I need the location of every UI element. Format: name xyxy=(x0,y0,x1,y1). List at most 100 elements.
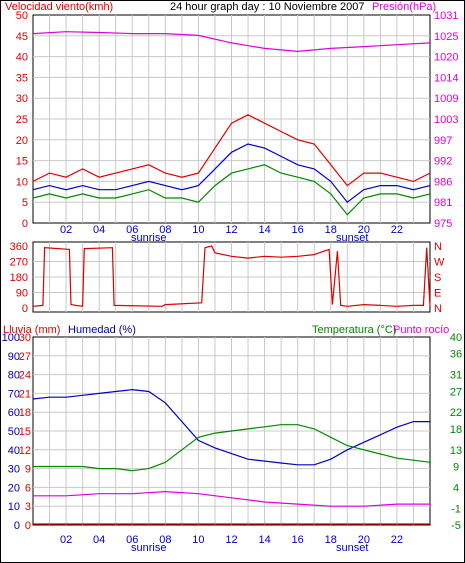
hour-tick-label: 16 xyxy=(292,224,304,236)
rain-tick-label: 6 xyxy=(25,482,31,494)
hour-tick-label: 22 xyxy=(391,534,403,546)
pressure-tick-label: 981 xyxy=(434,197,452,209)
rain-tick-label: 0 xyxy=(25,520,31,532)
wind-speed-tick-label: 10 xyxy=(16,176,28,188)
hour-tick-label: 10 xyxy=(192,534,204,546)
hour-tick-label: 08 xyxy=(159,224,171,236)
temperature-tick-label: 13 xyxy=(450,445,462,457)
wind-speed-axis: 0 5 10 15 20 25 30 35 40 45 50 xyxy=(16,10,28,230)
pressure-tick-label: 1009 xyxy=(434,93,458,105)
series-line xyxy=(32,388,430,466)
hour-tick-label: 12 xyxy=(225,534,237,546)
sunrise-label-lower: sunrise xyxy=(131,542,166,554)
direction-degree-tick-label: 180 xyxy=(10,272,28,284)
wind-pressure-panel: 0 5 10 15 20 25 30 35 40 45 50 975 981 986 992 997 1003… xyxy=(5,1,458,244)
wind-speed-tick-label: 35 xyxy=(16,72,28,84)
pressure-tick-label: 1025 xyxy=(434,31,458,43)
humidity-tick-label: 40 xyxy=(8,445,20,457)
series-line xyxy=(32,143,431,204)
direction-panel-grid xyxy=(33,242,430,312)
wind-speed-tick-label: 30 xyxy=(16,93,28,105)
direction-degree-tick-label: 270 xyxy=(10,257,28,269)
hour-tick-label: 12 xyxy=(225,224,237,236)
rain-tick-label: 12 xyxy=(19,445,31,457)
direction-degree-tick-label: 90 xyxy=(16,288,28,300)
direction-compass-tick-label: E xyxy=(434,288,441,300)
hour-tick-label: 04 xyxy=(93,224,105,236)
rain-tick-label: 27 xyxy=(19,351,31,363)
temperature-tick-label: 36 xyxy=(450,349,462,361)
rain-tick-label: 15 xyxy=(19,426,31,438)
direction-compass-tick-label: S xyxy=(434,272,441,284)
pressure-tick-label: 1014 xyxy=(434,72,458,84)
rain-tick-label: 21 xyxy=(19,388,31,400)
pressure-tick-label: 1020 xyxy=(434,52,458,64)
humidity-tick-label: 70 xyxy=(8,388,20,400)
hour-tick-label: 04 xyxy=(93,534,105,546)
temperature-tick-label: 22 xyxy=(450,407,462,419)
wind-speed-tick-label: 40 xyxy=(16,52,28,64)
hour-tick-label: 20 xyxy=(358,224,370,236)
hour-tick-label: 06 xyxy=(126,224,138,236)
hour-tick-label: 16 xyxy=(292,534,304,546)
pressure-tick-label: 1003 xyxy=(434,114,458,126)
temperature-tick-label: -5 xyxy=(451,520,461,532)
wind-speed-tick-label: 25 xyxy=(16,114,28,126)
rain-axis-title: Lluvia (mm) xyxy=(3,324,60,336)
pressure-axis: 975 981 986 992 997 1003 1009 1014 1020 1025 1031 xyxy=(434,10,458,230)
humidity-tick-label: 60 xyxy=(8,407,20,419)
humidity-tick-label: 80 xyxy=(8,370,20,382)
hour-tick-label: 02 xyxy=(60,534,72,546)
temperature-tick-label: 40 xyxy=(450,332,462,344)
humidity-axis: 0 10 20 30 40 50 60 70 80 90 100 xyxy=(2,332,20,532)
direction-compass-tick-label: W xyxy=(434,257,445,269)
direction-degree-tick-label: 0 xyxy=(22,303,28,315)
humidity-tick-label: 0 xyxy=(14,520,20,532)
sunrise-label: sunrise xyxy=(131,232,166,244)
wind-speed-tick-label: 45 xyxy=(16,31,28,43)
hour-tick-label: 02 xyxy=(60,224,72,236)
wind-speed-tick-label: 20 xyxy=(16,135,28,147)
series-line xyxy=(33,424,431,472)
sunset-label-lower: sunset xyxy=(336,542,368,554)
temp-panel-series xyxy=(32,388,431,525)
hour-tick-label: 08 xyxy=(159,534,171,546)
direction-compass-tick-label: N xyxy=(434,241,442,253)
humidity-tick-label: 90 xyxy=(8,351,20,363)
series-line xyxy=(32,31,431,53)
temperature-tick-label: 18 xyxy=(450,424,462,436)
series-line xyxy=(33,490,430,507)
rain-tick-label: 3 xyxy=(25,501,31,513)
rain-tick-label: 24 xyxy=(19,370,31,382)
temperature-tick-label: 27 xyxy=(450,386,462,398)
series-line xyxy=(32,164,431,216)
wind-panel-hour-ticks: 02 04 06 08 10 12 14 16 18 20 22 xyxy=(60,224,403,236)
direction-compass-tick-label: N xyxy=(434,303,442,315)
hour-tick-label: 14 xyxy=(258,224,270,236)
hour-tick-label: 14 xyxy=(258,534,270,546)
direction-panel-series xyxy=(32,245,431,307)
hour-tick-label: 22 xyxy=(391,224,403,236)
rain-tick-label: 30 xyxy=(19,332,31,344)
temperature-axis: -5 -1 4 9 13 18 22 27 31 36 40 xyxy=(450,332,462,532)
pressure-tick-label: 992 xyxy=(434,156,452,168)
temperature-tick-label: -1 xyxy=(451,503,461,515)
humidity-tick-label: 10 xyxy=(8,501,20,513)
direction-degree-axis: 0 90 180 270 360 xyxy=(10,241,28,315)
humidity-tick-label: 50 xyxy=(8,426,20,438)
humidity-tick-label: 100 xyxy=(2,332,20,344)
temp-panel-hour-ticks: 02 04 06 08 10 12 14 16 18 20 22 xyxy=(60,534,403,546)
chart-title: 24 hour graph day : 10 Noviembre 2007 xyxy=(170,1,364,13)
humidity-tick-label: 20 xyxy=(8,482,20,494)
direction-degree-tick-label: 360 xyxy=(10,241,28,253)
sunset-label: sunset xyxy=(336,232,368,244)
temperature-axis-title: Temperatura (°C) xyxy=(312,324,396,336)
series-line xyxy=(32,114,431,187)
temperature-tick-label: 9 xyxy=(453,462,459,474)
humidity-axis-title: Humedad (%) xyxy=(68,324,136,336)
rain-tick-label: 18 xyxy=(19,407,31,419)
